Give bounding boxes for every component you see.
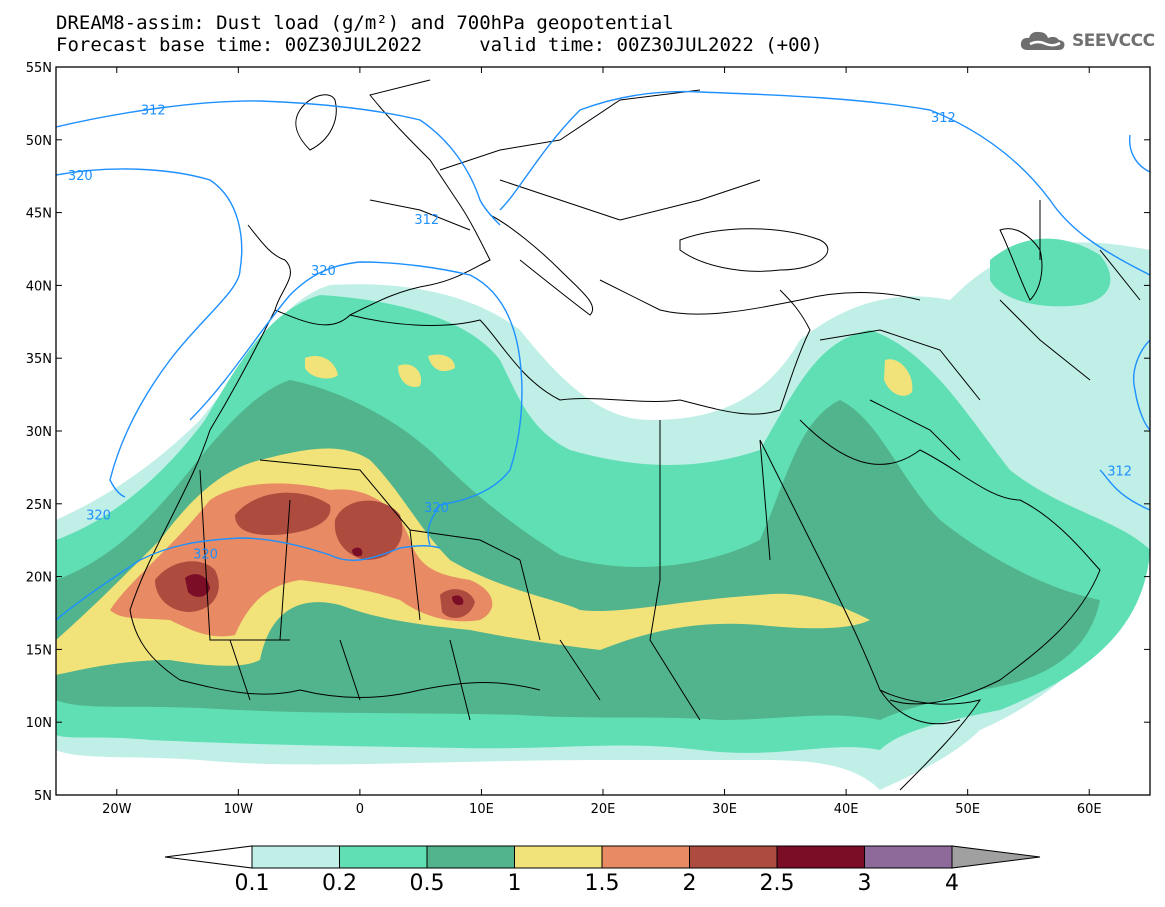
border-europe bbox=[369, 89, 761, 231]
contour-label: 312 bbox=[1107, 465, 1132, 480]
contour-label: 312 bbox=[141, 104, 166, 119]
colorbar: 0.1 0.2 0.5 1 1.5 2 2.5 3 4 bbox=[164, 845, 1041, 896]
lon-tick-label: 20W bbox=[102, 802, 132, 817]
colorbar-over-arrow bbox=[951, 845, 1041, 869]
colorbar-swatch bbox=[601, 845, 690, 869]
logo-text: SEEVCCC bbox=[1072, 31, 1155, 51]
lat-tick-label: 5N bbox=[34, 789, 52, 804]
colorbar-label: 4 bbox=[945, 871, 959, 896]
colorbar-label: 2.5 bbox=[760, 871, 795, 896]
contour-312-east-edge bbox=[1128, 134, 1150, 173]
colorbar-swatch bbox=[514, 845, 603, 869]
coastline-caspian bbox=[999, 228, 1043, 301]
border-africa-1 bbox=[199, 420, 771, 641]
dust-shade-1-iraq bbox=[884, 359, 913, 396]
chart-title-line-2: Forecast base time: 00Z30JUL2022 valid t… bbox=[56, 34, 823, 56]
contour-320-iberia bbox=[189, 261, 523, 546]
colorbar-swatch bbox=[339, 845, 428, 869]
coastline-mediterranean-south bbox=[349, 314, 781, 415]
lon-tick-label: 40E bbox=[834, 802, 859, 817]
coastline-uk bbox=[295, 94, 337, 151]
contour-label: 320 bbox=[68, 169, 93, 184]
geopotential-contours bbox=[56, 90, 1150, 621]
map-axes: 55N 50N 45N 40N 35N 30N 25N 20N 15N 10N 5N 20W 10W 0 1… bbox=[26, 61, 1150, 817]
contour-312-persian-gulf bbox=[1099, 469, 1150, 511]
colorbar-swatch bbox=[689, 845, 778, 869]
colorbar-label: 1 bbox=[508, 871, 522, 896]
lat-tick-label: 35N bbox=[26, 352, 52, 367]
border-africa-2 bbox=[229, 499, 701, 721]
contour-label: 320 bbox=[86, 508, 111, 523]
lon-tick-label: 0 bbox=[356, 802, 364, 817]
dust-shade-1-atlas bbox=[305, 354, 455, 388]
colorbar-label: 1.5 bbox=[585, 871, 620, 896]
colorbar-under-arrow bbox=[164, 845, 253, 869]
contour-label: 312 bbox=[414, 213, 439, 228]
contour-label: 320 bbox=[193, 548, 218, 563]
lon-tick-label: 30E bbox=[712, 802, 737, 817]
lat-tick-label: 10N bbox=[26, 716, 52, 731]
border-middle-east bbox=[819, 200, 1141, 461]
lon-tick-label: 60E bbox=[1077, 802, 1102, 817]
coastline-greece-turkey bbox=[599, 279, 921, 315]
contour-312-north bbox=[56, 100, 501, 226]
contour-320-atlantic bbox=[56, 168, 243, 498]
colorbar-label: 2 bbox=[683, 871, 697, 896]
dust-shade-0.2-north bbox=[990, 238, 1111, 307]
lon-tick-label: 10W bbox=[224, 802, 254, 817]
colorbar-label: 3 bbox=[858, 871, 872, 896]
cloud-icon bbox=[1020, 31, 1065, 50]
dust-load-field bbox=[56, 238, 1150, 790]
contour-label: 312 bbox=[931, 111, 956, 126]
chart-title-line-1: DREAM8-assim: Dust load (g/m²) and 700hP… bbox=[56, 12, 674, 34]
colorbar-swatch bbox=[776, 845, 865, 869]
lon-tick-label: 10E bbox=[469, 802, 494, 817]
colorbar-swatch bbox=[426, 845, 515, 869]
contour-312-north-east bbox=[499, 90, 1150, 276]
coastline-arabia bbox=[799, 419, 1101, 705]
coastline-horn-of-africa bbox=[879, 689, 982, 791]
coastlines-and-borders bbox=[129, 79, 1141, 791]
colorbar-swatch bbox=[864, 845, 953, 869]
contour-label: 320 bbox=[311, 264, 336, 279]
lat-tick-label: 55N bbox=[26, 61, 52, 76]
contour-labels: 312 320 312 320 312 320 320 320 312 bbox=[68, 104, 1132, 563]
coastline-italy bbox=[489, 214, 594, 316]
coastline-red-sea bbox=[759, 439, 961, 725]
contour-320-sahel bbox=[56, 537, 441, 621]
lat-tick-label: 50N bbox=[26, 134, 52, 149]
contour-310-east bbox=[1133, 339, 1150, 431]
lat-tick-label: 25N bbox=[26, 498, 52, 513]
lat-tick-label: 20N bbox=[26, 571, 52, 586]
colorbar-label: 0.5 bbox=[410, 871, 445, 896]
colorbar-swatch bbox=[251, 845, 340, 869]
colorbar-label: 0.2 bbox=[322, 871, 357, 896]
colorbar-label: 0.1 bbox=[235, 871, 270, 896]
lon-tick-label: 20E bbox=[591, 802, 616, 817]
coastline-north-africa bbox=[129, 309, 541, 698]
dust-shade-2 bbox=[155, 492, 475, 618]
lat-tick-label: 40N bbox=[26, 279, 52, 294]
coastline-west-europe bbox=[247, 79, 491, 326]
seevccc-logo: SEEVCCC bbox=[1018, 28, 1155, 54]
coastline-black-sea bbox=[679, 228, 829, 272]
lat-tick-label: 45N bbox=[26, 207, 52, 222]
contour-label: 320 bbox=[424, 501, 449, 516]
lat-tick-label: 30N bbox=[26, 425, 52, 440]
coastline-levant bbox=[779, 289, 811, 411]
lon-tick-label: 50E bbox=[955, 802, 980, 817]
lat-tick-label: 15N bbox=[26, 643, 52, 658]
